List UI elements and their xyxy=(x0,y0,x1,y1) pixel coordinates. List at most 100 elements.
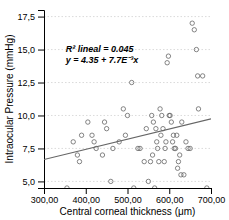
tick-label: 7,5 xyxy=(22,144,35,154)
tick-label: 17,5 xyxy=(17,12,35,22)
tick-mark xyxy=(38,181,44,182)
axis-line xyxy=(38,11,45,189)
tick-mark xyxy=(169,188,170,194)
point xyxy=(79,133,83,137)
grid-line xyxy=(44,181,211,182)
point xyxy=(173,146,177,150)
point xyxy=(123,133,127,137)
point xyxy=(150,153,154,157)
point xyxy=(104,126,108,130)
grid xyxy=(44,17,211,182)
tick: 17,5 xyxy=(17,12,44,22)
point xyxy=(169,120,173,124)
tick-label: 15,0 xyxy=(17,45,35,55)
point xyxy=(158,107,162,111)
tick: 700,00 xyxy=(198,188,226,205)
tick-label: 500,00 xyxy=(114,195,142,205)
tick-mark xyxy=(38,50,44,51)
point xyxy=(170,140,174,144)
tick: 5,0 xyxy=(22,177,44,187)
point xyxy=(196,107,200,111)
tick-label: 400,00 xyxy=(72,195,100,205)
tick-label: 5,0 xyxy=(22,177,35,187)
point xyxy=(77,159,81,163)
point xyxy=(100,153,104,157)
tick-mark xyxy=(128,188,129,194)
annotation: y = 4.35 + 7.7E⁻³x xyxy=(65,55,140,65)
tick-mark xyxy=(86,188,87,194)
point xyxy=(180,120,184,124)
point xyxy=(164,140,168,144)
point xyxy=(152,186,156,188)
point xyxy=(150,113,154,117)
tick: 400,00 xyxy=(72,188,100,205)
point xyxy=(168,113,172,117)
point xyxy=(194,47,198,51)
point xyxy=(157,159,161,163)
point xyxy=(129,80,133,84)
annotation: R² lineal = 0.045 xyxy=(66,44,135,54)
tick: 300,00 xyxy=(31,188,59,205)
point xyxy=(71,140,75,144)
point xyxy=(184,140,188,144)
tick-label: 300,00 xyxy=(31,195,59,205)
tick: 15,0 xyxy=(17,45,44,55)
tick: 500,00 xyxy=(114,188,142,205)
point xyxy=(190,21,194,25)
point xyxy=(92,140,96,144)
point xyxy=(177,153,181,157)
tick-mark xyxy=(38,148,44,149)
tick-mark xyxy=(38,17,44,18)
grid-line xyxy=(44,115,211,116)
point xyxy=(111,146,115,150)
tick-mark xyxy=(211,188,212,194)
point xyxy=(167,113,171,117)
point xyxy=(65,186,69,188)
point xyxy=(159,133,163,137)
point xyxy=(146,179,150,183)
point xyxy=(90,133,94,137)
point xyxy=(166,54,170,58)
grid-line xyxy=(44,16,211,17)
point xyxy=(109,179,113,183)
point xyxy=(155,140,159,144)
axis-line xyxy=(45,189,212,195)
tick-label: 600,00 xyxy=(156,195,184,205)
tick-mark xyxy=(38,115,44,116)
tick: 7,5 xyxy=(22,144,44,154)
point xyxy=(160,113,164,117)
point xyxy=(138,146,142,150)
point xyxy=(148,159,152,163)
tick-label: 12,5 xyxy=(17,78,35,88)
point xyxy=(142,159,146,163)
tick: 10,0 xyxy=(17,111,44,121)
grid-line xyxy=(44,82,211,83)
point xyxy=(200,74,204,78)
y-axis: 5,0 7,5 10,0 12,5 15,0 17,5 xyxy=(17,11,44,189)
plot: 300,00 400,00 500,00 600,00 700,00 5,0 7,5 10,0… xyxy=(17,11,225,206)
tick-mark xyxy=(38,83,44,84)
point xyxy=(176,159,180,163)
point xyxy=(205,186,209,188)
point xyxy=(154,126,158,130)
point xyxy=(175,166,179,170)
point xyxy=(86,120,90,124)
chart: 300,00 400,00 500,00 600,00 700,00 5,0 7,5 10,0… xyxy=(0,0,229,220)
point xyxy=(192,28,196,32)
point xyxy=(151,120,155,124)
point xyxy=(75,153,79,157)
marks xyxy=(44,21,211,188)
regression-line xyxy=(44,119,211,160)
tick-label: 10,0 xyxy=(17,111,35,121)
scatter-points xyxy=(65,21,209,188)
point xyxy=(121,107,125,111)
x-axis: 300,00 400,00 500,00 600,00 700,00 xyxy=(31,188,226,205)
point xyxy=(175,133,179,137)
tick: 600,00 xyxy=(156,188,184,205)
point xyxy=(125,113,129,117)
point xyxy=(165,61,169,65)
point xyxy=(162,159,166,163)
tick-label: 700,00 xyxy=(198,195,226,205)
x-axis-title: Central corneal thickness (μm) xyxy=(60,206,196,217)
tick: 12,5 xyxy=(17,78,44,88)
